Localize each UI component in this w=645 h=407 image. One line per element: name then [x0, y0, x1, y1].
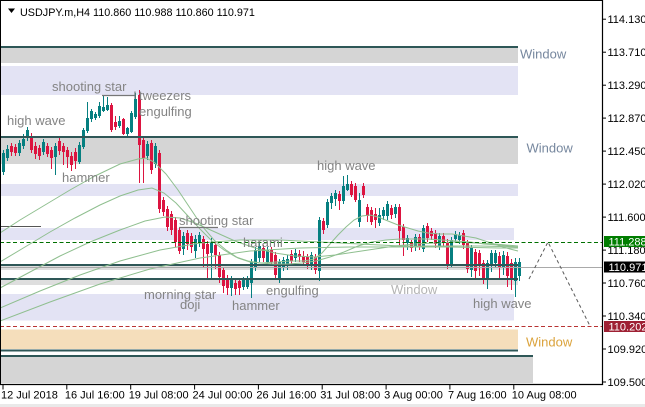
- svg-text:19 Jul 08:00: 19 Jul 08:00: [129, 390, 189, 402]
- svg-text:3 Aug 00:00: 3 Aug 00:00: [384, 390, 443, 402]
- svg-text:high wave: high wave: [7, 113, 66, 128]
- svg-text:engulfing: engulfing: [266, 283, 319, 298]
- svg-text:hammer: hammer: [62, 170, 110, 185]
- svg-text:7 Aug 16:00: 7 Aug 16:00: [448, 390, 507, 402]
- svg-text:morning star: morning star: [144, 287, 217, 302]
- svg-text:113.290: 113.290: [608, 80, 645, 92]
- svg-text:110.202: 110.202: [609, 322, 645, 334]
- svg-text:Window: Window: [526, 335, 573, 350]
- svg-text:USDJPY.m,H4 110.860 110.988 1: USDJPY.m,H4 110.860 110.988 110.860 110.…: [20, 7, 255, 19]
- svg-text:111.180: 111.180: [608, 245, 645, 257]
- svg-text:hammer: hammer: [232, 298, 280, 313]
- svg-text:12 Jul 2018: 12 Jul 2018: [1, 390, 58, 402]
- svg-text:110.971: 110.971: [609, 262, 645, 274]
- svg-text:113.710: 113.710: [608, 47, 645, 59]
- svg-text:shooting star: shooting star: [179, 213, 254, 228]
- svg-text:109.920: 109.920: [608, 344, 645, 356]
- svg-text:tweezers: tweezers: [139, 88, 192, 103]
- svg-text:shooting star: shooting star: [52, 79, 127, 94]
- svg-text:31 Jul 08:00: 31 Jul 08:00: [320, 390, 380, 402]
- svg-text:high wave: high wave: [317, 158, 376, 173]
- svg-text:112.020: 112.020: [608, 179, 645, 191]
- svg-text:Window: Window: [520, 47, 567, 62]
- svg-text:engulfing: engulfing: [139, 104, 192, 119]
- svg-text:harami: harami: [243, 235, 283, 250]
- svg-text:Window: Window: [527, 141, 574, 156]
- svg-text:10 Aug 08:00: 10 Aug 08:00: [512, 390, 577, 402]
- svg-text:110.340: 110.340: [608, 311, 645, 323]
- svg-text:Window: Window: [391, 282, 438, 297]
- svg-text:112.870: 112.870: [608, 113, 645, 125]
- svg-text:109.500: 109.500: [608, 377, 645, 389]
- svg-text:16 Jul 16:00: 16 Jul 16:00: [65, 390, 125, 402]
- svg-text:high wave: high wave: [473, 296, 532, 311]
- svg-text:114.130: 114.130: [608, 14, 645, 26]
- svg-text:110.760: 110.760: [608, 278, 645, 290]
- svg-text:112.450: 112.450: [608, 146, 645, 158]
- svg-text:111.288: 111.288: [609, 237, 645, 249]
- svg-text:24 Jul 00:00: 24 Jul 00:00: [193, 390, 253, 402]
- svg-text:111.600: 111.600: [608, 212, 645, 224]
- svg-text:26 Jul 16:00: 26 Jul 16:00: [256, 390, 316, 402]
- svg-text:doji: doji: [180, 297, 200, 312]
